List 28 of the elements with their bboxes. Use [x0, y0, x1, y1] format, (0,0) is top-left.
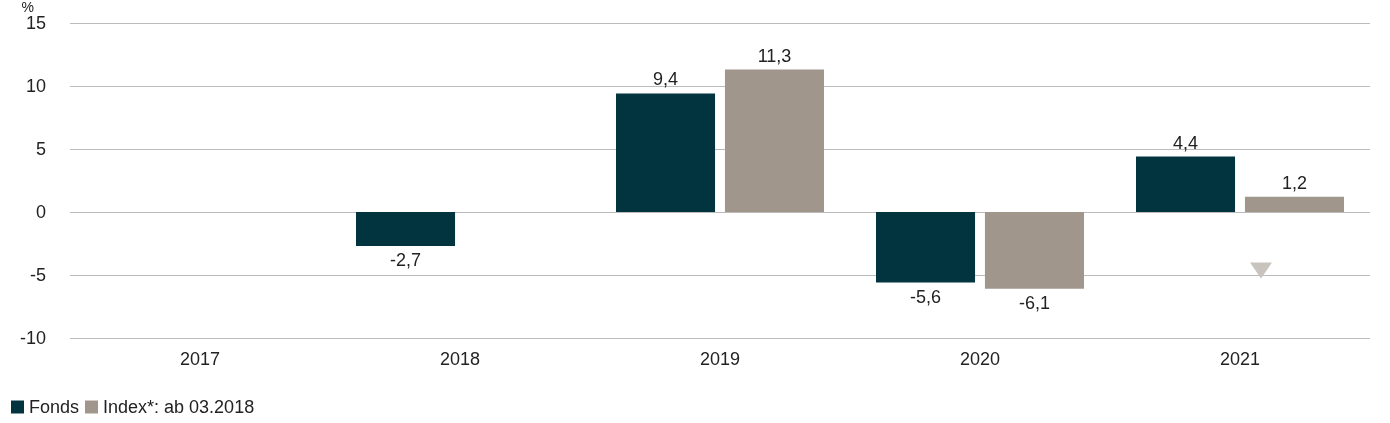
- bar: [356, 211, 456, 246]
- bar: [616, 93, 716, 212]
- data-label: 11,3: [757, 45, 792, 66]
- legend-label: Fonds: [29, 397, 80, 417]
- y-tick-label: 10: [25, 75, 46, 96]
- legend-label: Index*: ab 03.2018: [103, 397, 255, 417]
- x-tick-label: 2019: [699, 349, 741, 369]
- y-tick-label: 0: [35, 201, 46, 222]
- bar: [876, 211, 976, 283]
- data-label: -2,7: [390, 249, 422, 270]
- data-label: 4,4: [1173, 132, 1199, 153]
- data-label: 9,4: [653, 69, 679, 90]
- y-tick-label: -5: [29, 264, 46, 285]
- x-tick-label: 2021: [1219, 349, 1261, 369]
- data-label: 1,2: [1281, 172, 1307, 193]
- bar: [724, 69, 824, 212]
- y-axis-title: %: [21, 0, 34, 15]
- x-tick-label: 2018: [439, 349, 481, 369]
- bar: [984, 211, 1084, 289]
- data-label: -5,6: [910, 286, 942, 307]
- x-tick-label: 2017: [179, 349, 221, 369]
- y-tick-label: 15: [25, 12, 46, 33]
- y-tick-label: 5: [35, 138, 46, 159]
- bar: [1244, 196, 1344, 212]
- x-tick-label: 2020: [959, 349, 1001, 369]
- y-tick-label: -10: [19, 328, 46, 348]
- bar: [1136, 156, 1236, 212]
- data-label: -6,1: [1018, 292, 1050, 313]
